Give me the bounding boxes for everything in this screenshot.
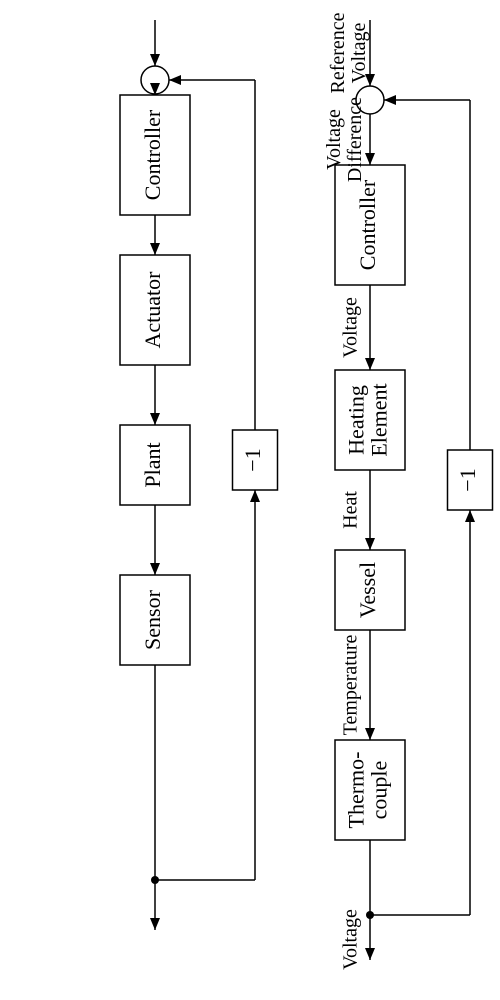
svg-text:−1: −1 (240, 448, 265, 471)
svg-text:Sensor: Sensor (140, 589, 165, 650)
generic-controller-label: Controller (140, 109, 165, 200)
thermal-thermocouple-label: Thermo-couple (343, 752, 391, 829)
svg-text:Controller: Controller (140, 109, 165, 200)
generic-sensor-label: Sensor (140, 589, 165, 650)
thermal-heater-out-label: Heat (340, 491, 362, 529)
svg-text:Controller: Controller (355, 179, 380, 270)
thermal-heater-label: HeatingElement (343, 383, 391, 456)
svg-text:Difference: Difference (344, 97, 366, 182)
svg-text:Voltage: Voltage (348, 23, 370, 84)
svg-text:−1: −1 (455, 468, 480, 491)
thermal-feedback-gain-label: −1 (455, 468, 480, 491)
svg-text:Vessel: Vessel (355, 562, 380, 618)
svg-text:Thermo-: Thermo- (343, 752, 368, 829)
svg-text:Voltage: Voltage (340, 297, 362, 358)
svg-text:Actuator: Actuator (140, 271, 165, 349)
svg-text:Element: Element (367, 383, 392, 456)
generic-feedback-gain-label: −1 (240, 448, 265, 471)
svg-text:Reference: Reference (327, 12, 349, 93)
thermal-controller2-out-label: Voltage (340, 297, 362, 358)
generic-plant-label: Plant (140, 442, 165, 487)
svg-text:couple: couple (367, 761, 392, 820)
svg-text:Temperature: Temperature (340, 634, 362, 735)
thermal-vessel-label: Vessel (355, 562, 380, 618)
svg-text:Voltage: Voltage (323, 109, 345, 170)
thermal-error-label: VoltageDifference (323, 97, 366, 182)
svg-text:Plant: Plant (140, 442, 165, 487)
thermal-vessel-out-label: Temperature (340, 634, 362, 735)
thermal-controller2-label: Controller (355, 179, 380, 270)
thermal-input-label: ReferenceVoltage (327, 12, 370, 93)
generic-actuator-label: Actuator (140, 271, 165, 349)
thermal-output-label: Voltage (340, 909, 362, 970)
svg-text:Voltage: Voltage (340, 909, 362, 970)
svg-text:Heat: Heat (340, 491, 362, 529)
svg-text:Heating: Heating (343, 385, 368, 455)
